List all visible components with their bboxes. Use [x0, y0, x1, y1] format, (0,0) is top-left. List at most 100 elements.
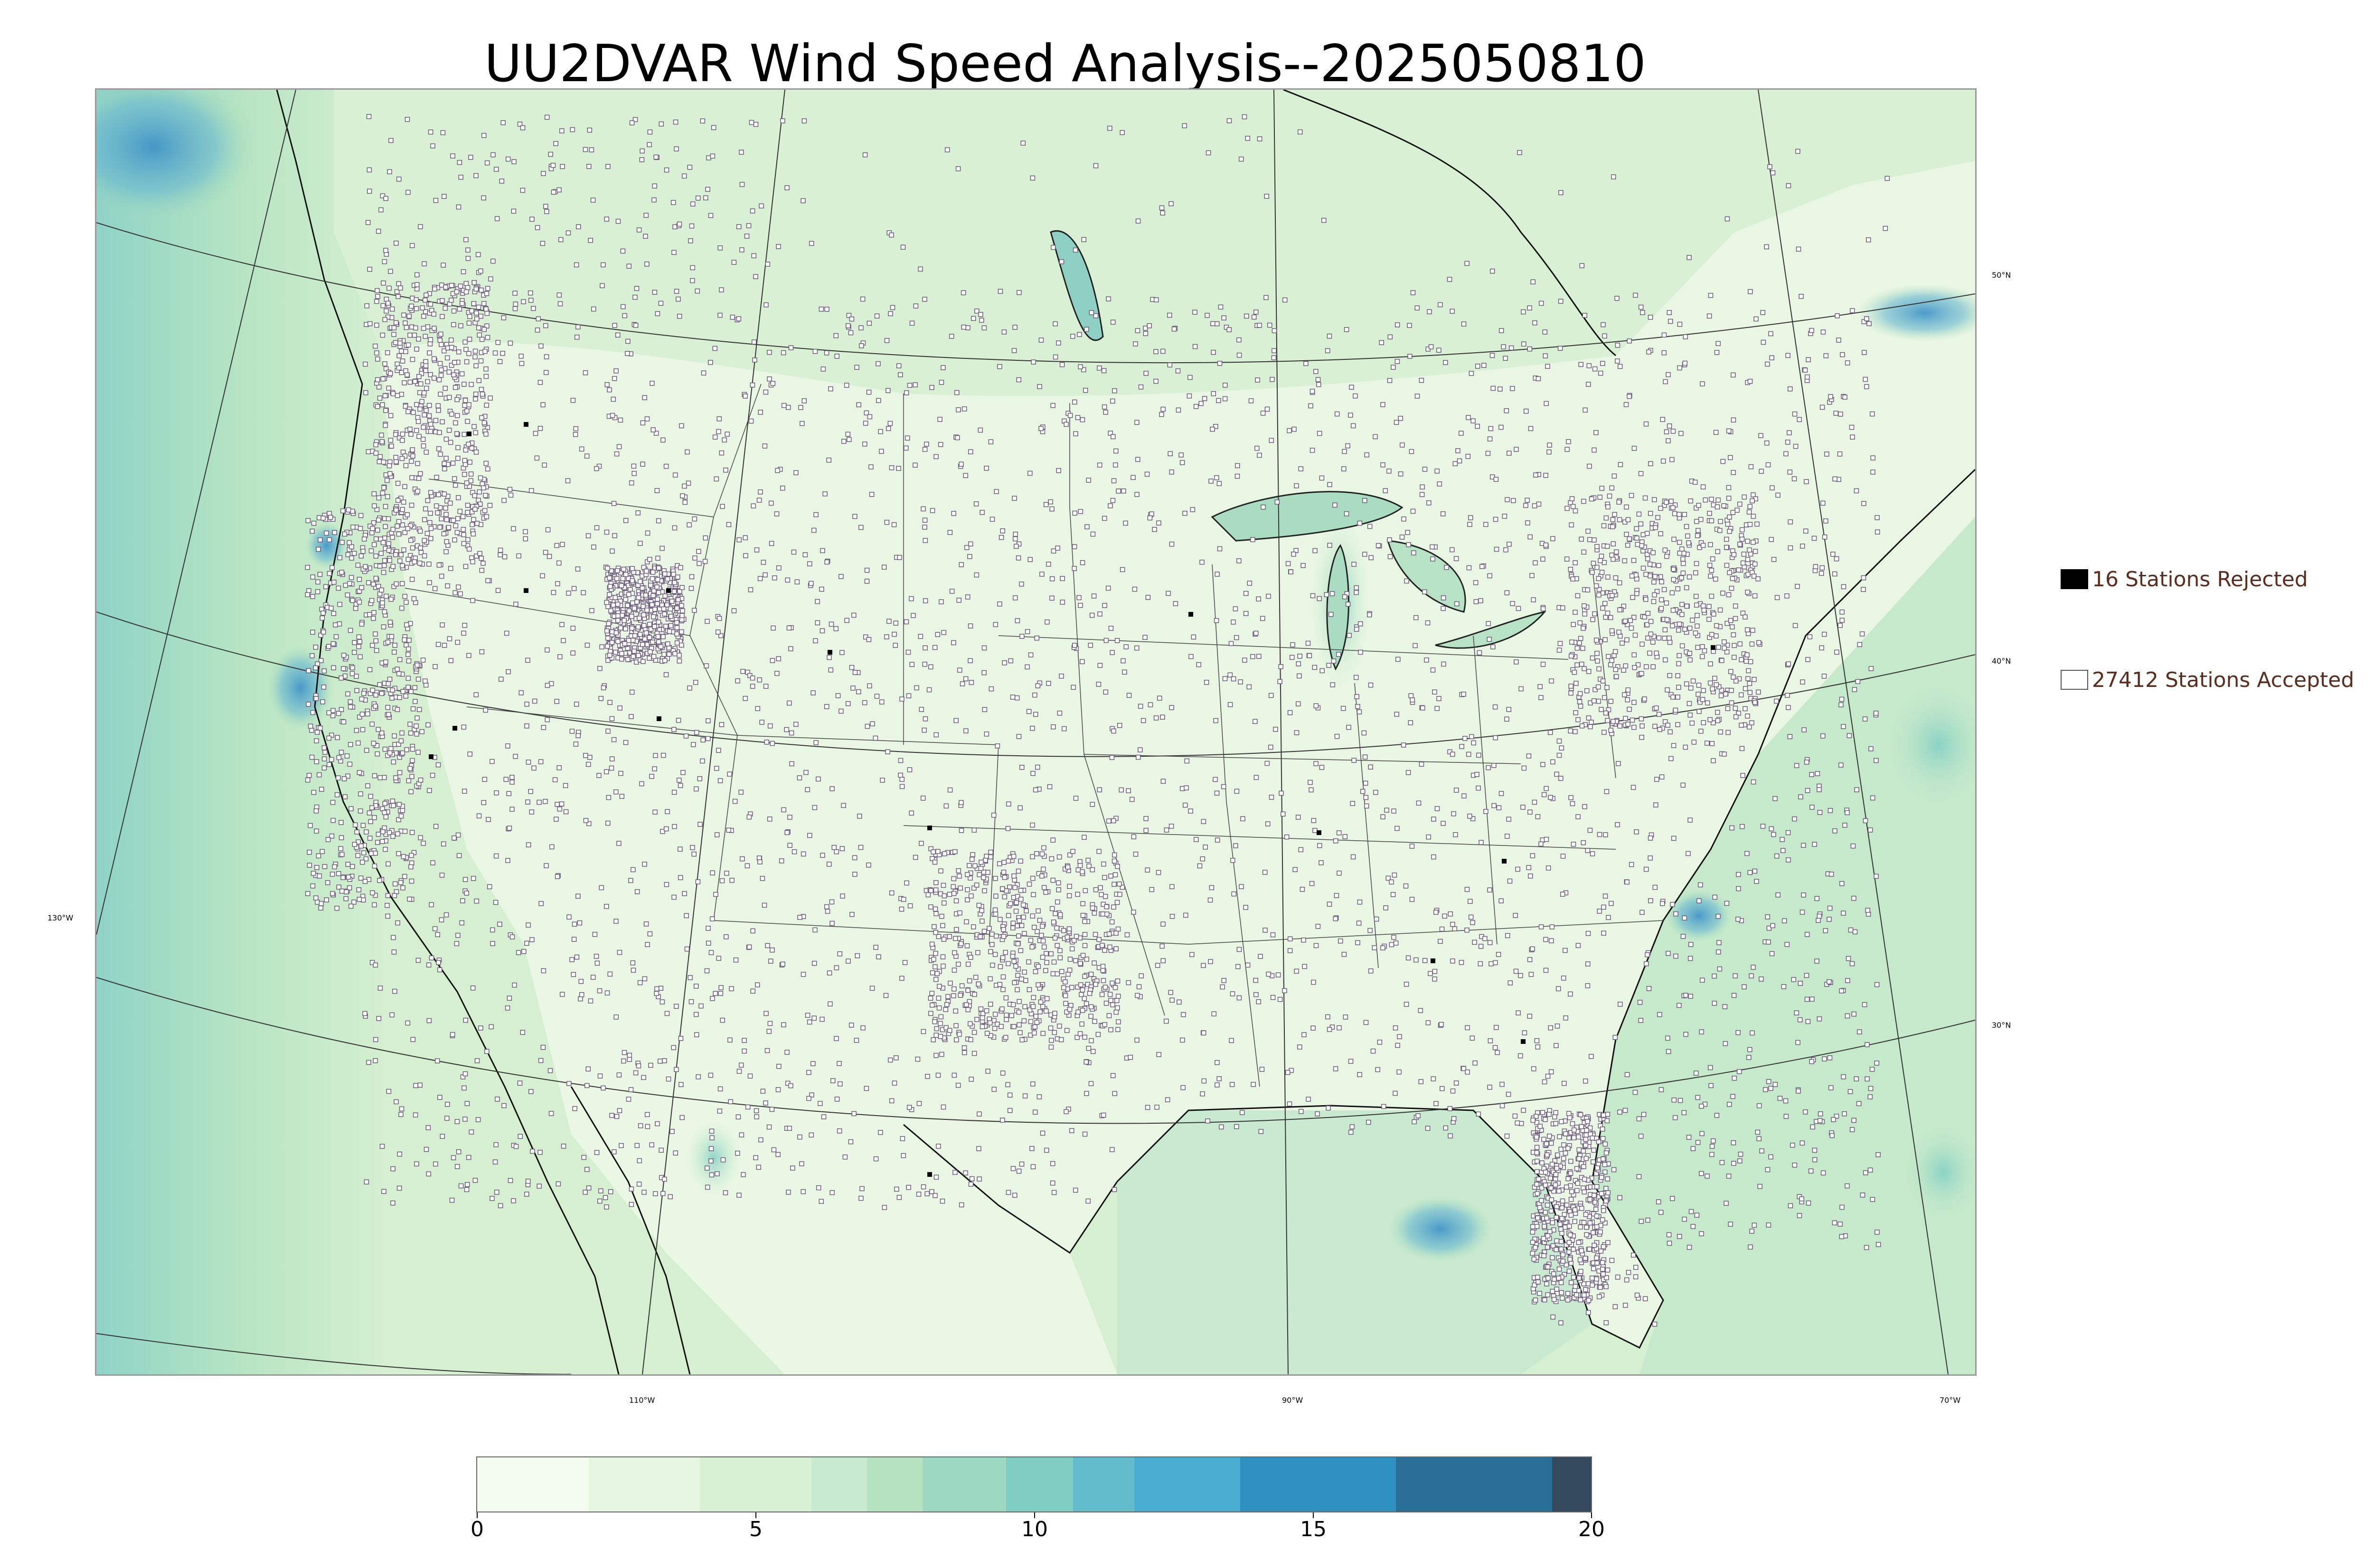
accepted-station-marker [373, 962, 378, 968]
accepted-station-marker [1615, 822, 1620, 827]
accepted-station-marker [846, 323, 851, 329]
accepted-station-marker [751, 339, 757, 345]
accepted-station-marker [1551, 1188, 1556, 1194]
accepted-station-marker [466, 653, 471, 658]
accepted-station-marker [978, 312, 983, 317]
accepted-station-marker [1360, 789, 1366, 794]
accepted-station-marker [1731, 417, 1736, 423]
accepted-station-marker [1659, 579, 1664, 584]
pacific-field [96, 90, 381, 1374]
accepted-station-marker [692, 555, 697, 561]
accepted-station-marker [630, 960, 636, 966]
accepted-station-marker [1464, 927, 1470, 933]
accepted-station-marker [477, 489, 482, 495]
accepted-station-marker [1060, 600, 1065, 605]
accepted-station-marker [1084, 524, 1090, 529]
accepted-station-marker [325, 880, 330, 885]
accepted-station-marker [1661, 350, 1667, 356]
accepted-station-marker [524, 723, 529, 729]
accepted-station-marker [349, 544, 354, 550]
accepted-station-marker [1724, 642, 1730, 648]
accepted-station-marker [1733, 616, 1738, 621]
accepted-station-marker [1809, 1059, 1814, 1064]
accepted-station-marker [1404, 1002, 1409, 1007]
accepted-station-marker [362, 1011, 367, 1016]
accepted-station-marker [1387, 554, 1393, 559]
accepted-station-marker [1169, 997, 1175, 1003]
accepted-station-marker [1013, 595, 1018, 601]
accepted-station-marker [1028, 652, 1034, 657]
accepted-station-marker [753, 122, 759, 127]
accepted-station-marker [649, 774, 654, 779]
accepted-station-marker [1134, 492, 1140, 497]
accepted-station-marker [1599, 554, 1604, 559]
accepted-station-marker [306, 702, 311, 707]
accepted-station-marker [1510, 601, 1515, 606]
accepted-station-marker [1726, 592, 1732, 598]
accepted-station-marker [1257, 136, 1262, 141]
accepted-station-marker [489, 1024, 494, 1030]
accepted-station-marker [1466, 415, 1471, 420]
accepted-station-marker [320, 629, 326, 635]
accepted-station-marker [1643, 421, 1649, 427]
accepted-station-marker [307, 863, 312, 868]
accepted-station-marker [1666, 1049, 1671, 1054]
accepted-station-marker [690, 845, 695, 850]
accepted-station-marker [1678, 431, 1684, 436]
accepted-station-marker [443, 912, 449, 918]
accepted-station-marker [1330, 682, 1336, 687]
accepted-station-marker [1784, 593, 1790, 599]
accepted-station-marker [545, 717, 550, 723]
accepted-station-marker [1866, 321, 1872, 327]
accepted-station-marker [1572, 1219, 1577, 1224]
state-border [713, 735, 738, 921]
accepted-station-marker [1661, 587, 1667, 592]
accepted-station-marker [1333, 838, 1338, 844]
accepted-station-marker [1041, 845, 1046, 851]
accepted-station-marker [1531, 1066, 1536, 1071]
accepted-station-marker [517, 122, 523, 127]
accepted-station-marker [520, 1030, 526, 1035]
accepted-station-marker [1742, 494, 1747, 500]
accepted-station-marker [385, 704, 391, 710]
accepted-station-marker [1389, 942, 1394, 948]
accepted-station-marker [361, 850, 367, 855]
accepted-station-marker [405, 652, 411, 657]
accepted-station-marker [1357, 709, 1362, 714]
accepted-station-marker [542, 462, 547, 468]
accepted-station-marker [320, 849, 325, 854]
accepted-station-marker [1036, 1094, 1042, 1099]
accepted-station-marker [1602, 637, 1608, 642]
accepted-station-marker [571, 937, 577, 942]
accepted-station-marker [1600, 1260, 1605, 1265]
accepted-station-marker [379, 730, 385, 736]
accepted-station-marker [900, 1136, 905, 1141]
accepted-station-marker [1783, 1114, 1789, 1119]
accepted-station-marker [1341, 466, 1347, 471]
accepted-station-marker [1653, 525, 1658, 530]
accepted-station-marker [1715, 913, 1721, 919]
accepted-station-marker [969, 680, 974, 685]
accepted-station-marker [743, 394, 748, 399]
accepted-station-marker [939, 599, 944, 604]
accepted-station-marker [330, 817, 336, 823]
accepted-station-marker [1546, 1134, 1552, 1139]
accepted-station-marker [655, 1121, 660, 1127]
accepted-station-marker [1353, 675, 1359, 680]
accepted-station-marker [735, 678, 740, 684]
graticule-110w [642, 90, 785, 1374]
accepted-station-marker [858, 325, 864, 330]
accepted-station-marker [1808, 1168, 1814, 1174]
accepted-station-marker [505, 858, 510, 863]
accepted-station-marker [1709, 497, 1714, 502]
accepted-station-marker [933, 1193, 938, 1198]
accepted-station-marker [1534, 1135, 1539, 1140]
accepted-station-marker [521, 299, 526, 304]
accepted-station-marker [520, 188, 526, 193]
accepted-station-marker [864, 567, 870, 573]
accepted-station-marker [367, 167, 372, 173]
accepted-station-marker [1050, 403, 1055, 408]
accepted-station-marker [604, 990, 610, 995]
accepted-station-marker [1585, 983, 1591, 988]
accepted-station-marker [544, 114, 550, 120]
